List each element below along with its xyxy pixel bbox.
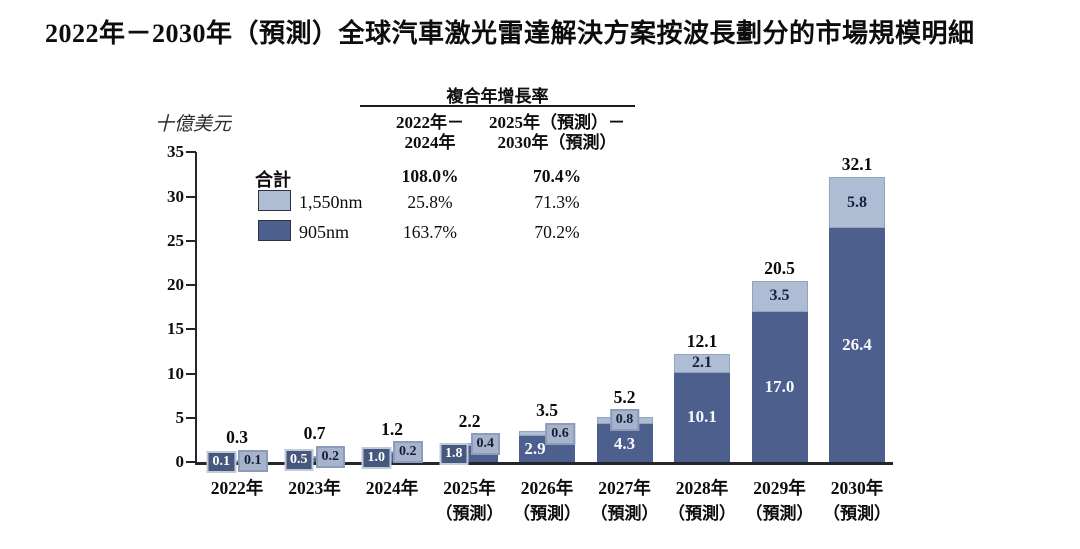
y-tick-mark bbox=[186, 151, 196, 154]
bar-total-label: 1.2 bbox=[381, 418, 403, 439]
segment-label-905nm: 26.4 bbox=[842, 335, 872, 355]
x-tick-label-year: 2023年 bbox=[288, 478, 341, 498]
cagr-value: 71.3% bbox=[534, 192, 580, 212]
bar-905nm bbox=[751, 311, 808, 462]
cagr-value: 70.2% bbox=[534, 222, 580, 242]
cagr-table-rule bbox=[360, 105, 635, 107]
y-tick-label: 0 bbox=[175, 452, 185, 471]
y-tick-mark bbox=[186, 461, 196, 463]
segment-label-1550nm: 5.8 bbox=[847, 193, 867, 211]
x-tick-label-forecast: （預測） bbox=[668, 504, 736, 523]
bar-total-label: 0.7 bbox=[303, 423, 326, 444]
value-chip-905nm: 0.5 bbox=[284, 448, 314, 471]
segment-label-905nm: 4.3 bbox=[613, 433, 636, 453]
y-tick-label: 15 bbox=[167, 319, 184, 339]
y-tick-label: 30 bbox=[167, 186, 184, 206]
value-chip-1550nm: 0.4 bbox=[470, 433, 500, 456]
x-tick-label-forecast: （預測） bbox=[823, 504, 891, 523]
x-tick-label-forecast: （預測） bbox=[590, 504, 659, 523]
y-tick-label: 25 bbox=[167, 230, 184, 250]
y-tick-mark bbox=[186, 416, 196, 419]
legend-label-1550nm: 1,550nm bbox=[299, 192, 363, 212]
x-tick-label-year: 2029年 bbox=[753, 478, 806, 498]
bar-total-label: 0.3 bbox=[226, 427, 248, 448]
x-axis-line bbox=[195, 462, 893, 465]
segment-label-1550nm: 3.5 bbox=[769, 287, 790, 305]
segment-label-905nm: 2.9 bbox=[524, 439, 546, 459]
value-chip-905nm: 1.0 bbox=[361, 446, 391, 469]
chart-title: 2022年－2030年（預測）全球汽車激光雷達解決方案按波長劃分的市場規模明細 bbox=[45, 19, 975, 48]
bar-1550nm bbox=[751, 280, 808, 312]
bar-1550nm bbox=[674, 354, 730, 373]
y-tick-mark bbox=[186, 372, 196, 375]
cagr-table-header: 複合年增長率 bbox=[446, 87, 549, 106]
y-axis-line bbox=[195, 152, 197, 464]
segment-label-905nm: 10.1 bbox=[687, 407, 717, 427]
legend-swatch-905nm bbox=[258, 220, 291, 241]
cagr-value: 163.7% bbox=[403, 222, 457, 242]
x-tick-label-forecast: （預測） bbox=[745, 504, 814, 523]
value-chip-905nm: 1.8 bbox=[439, 443, 469, 466]
bar-total-label: 5.2 bbox=[613, 386, 636, 407]
bar-total-label: 20.5 bbox=[764, 257, 795, 278]
x-tick-label-forecast: （預測） bbox=[513, 504, 581, 523]
cagr-value: 25.8% bbox=[407, 192, 453, 212]
x-tick-label-year: 2030年 bbox=[830, 478, 884, 498]
y-tick-label: 5 bbox=[175, 407, 185, 427]
x-tick-label-year: 2026年 bbox=[520, 478, 574, 498]
bar-905nm bbox=[364, 453, 420, 462]
x-tick-label-year: 2027年 bbox=[598, 478, 651, 498]
bar-total-label: 2.2 bbox=[458, 410, 481, 431]
cagr-value: 108.0% bbox=[401, 166, 459, 186]
x-tick-label-year: 2025年 bbox=[443, 478, 496, 498]
x-tick-label-year: 2024年 bbox=[365, 478, 419, 498]
y-tick-label: 20 bbox=[167, 275, 184, 294]
legend-swatch-1550nm bbox=[258, 190, 291, 211]
y-tick-mark bbox=[186, 328, 196, 331]
y-tick-mark bbox=[186, 284, 196, 286]
segment-label-905nm: 17.0 bbox=[764, 376, 795, 396]
y-tick-mark bbox=[186, 239, 196, 242]
x-tick-label-forecast: （預測） bbox=[435, 504, 504, 523]
value-chip-1550nm: 0.2 bbox=[315, 445, 345, 468]
value-chip-1550nm: 0.6 bbox=[545, 422, 575, 445]
y-tick-label: 35 bbox=[167, 142, 184, 162]
legend-label-total: 合計 bbox=[255, 170, 291, 190]
y-axis-unit-label: 十億美元 bbox=[155, 114, 232, 135]
cagr-col-header-2: 2025年（預測）－ 2030年（預測） bbox=[489, 113, 625, 152]
segment-label-1550nm: 2.1 bbox=[692, 354, 712, 372]
bar-1550nm bbox=[829, 177, 885, 229]
cagr-value: 70.4% bbox=[532, 166, 582, 186]
bar-905nm bbox=[674, 372, 730, 462]
bar-total-label: 32.1 bbox=[841, 154, 873, 175]
y-tick-label: 10 bbox=[167, 363, 184, 383]
value-chip-1550nm: 0.8 bbox=[609, 409, 640, 432]
bar-total-label: 3.5 bbox=[536, 400, 558, 421]
bar-total-label: 12.1 bbox=[686, 331, 718, 352]
value-chip-905nm: 0.1 bbox=[206, 450, 236, 473]
x-tick-label-year: 2028年 bbox=[675, 478, 729, 498]
bar-905nm bbox=[829, 228, 885, 462]
y-tick-mark bbox=[186, 195, 196, 198]
bar-905nm bbox=[286, 457, 343, 462]
x-tick-label-year: 2022年 bbox=[210, 478, 264, 498]
legend-label-905nm: 905nm bbox=[299, 222, 350, 242]
value-chip-1550nm: 0.2 bbox=[393, 441, 423, 464]
cagr-col-header-1: 2022年－ 2024年 bbox=[396, 113, 464, 152]
value-chip-1550nm: 0.1 bbox=[238, 449, 268, 472]
